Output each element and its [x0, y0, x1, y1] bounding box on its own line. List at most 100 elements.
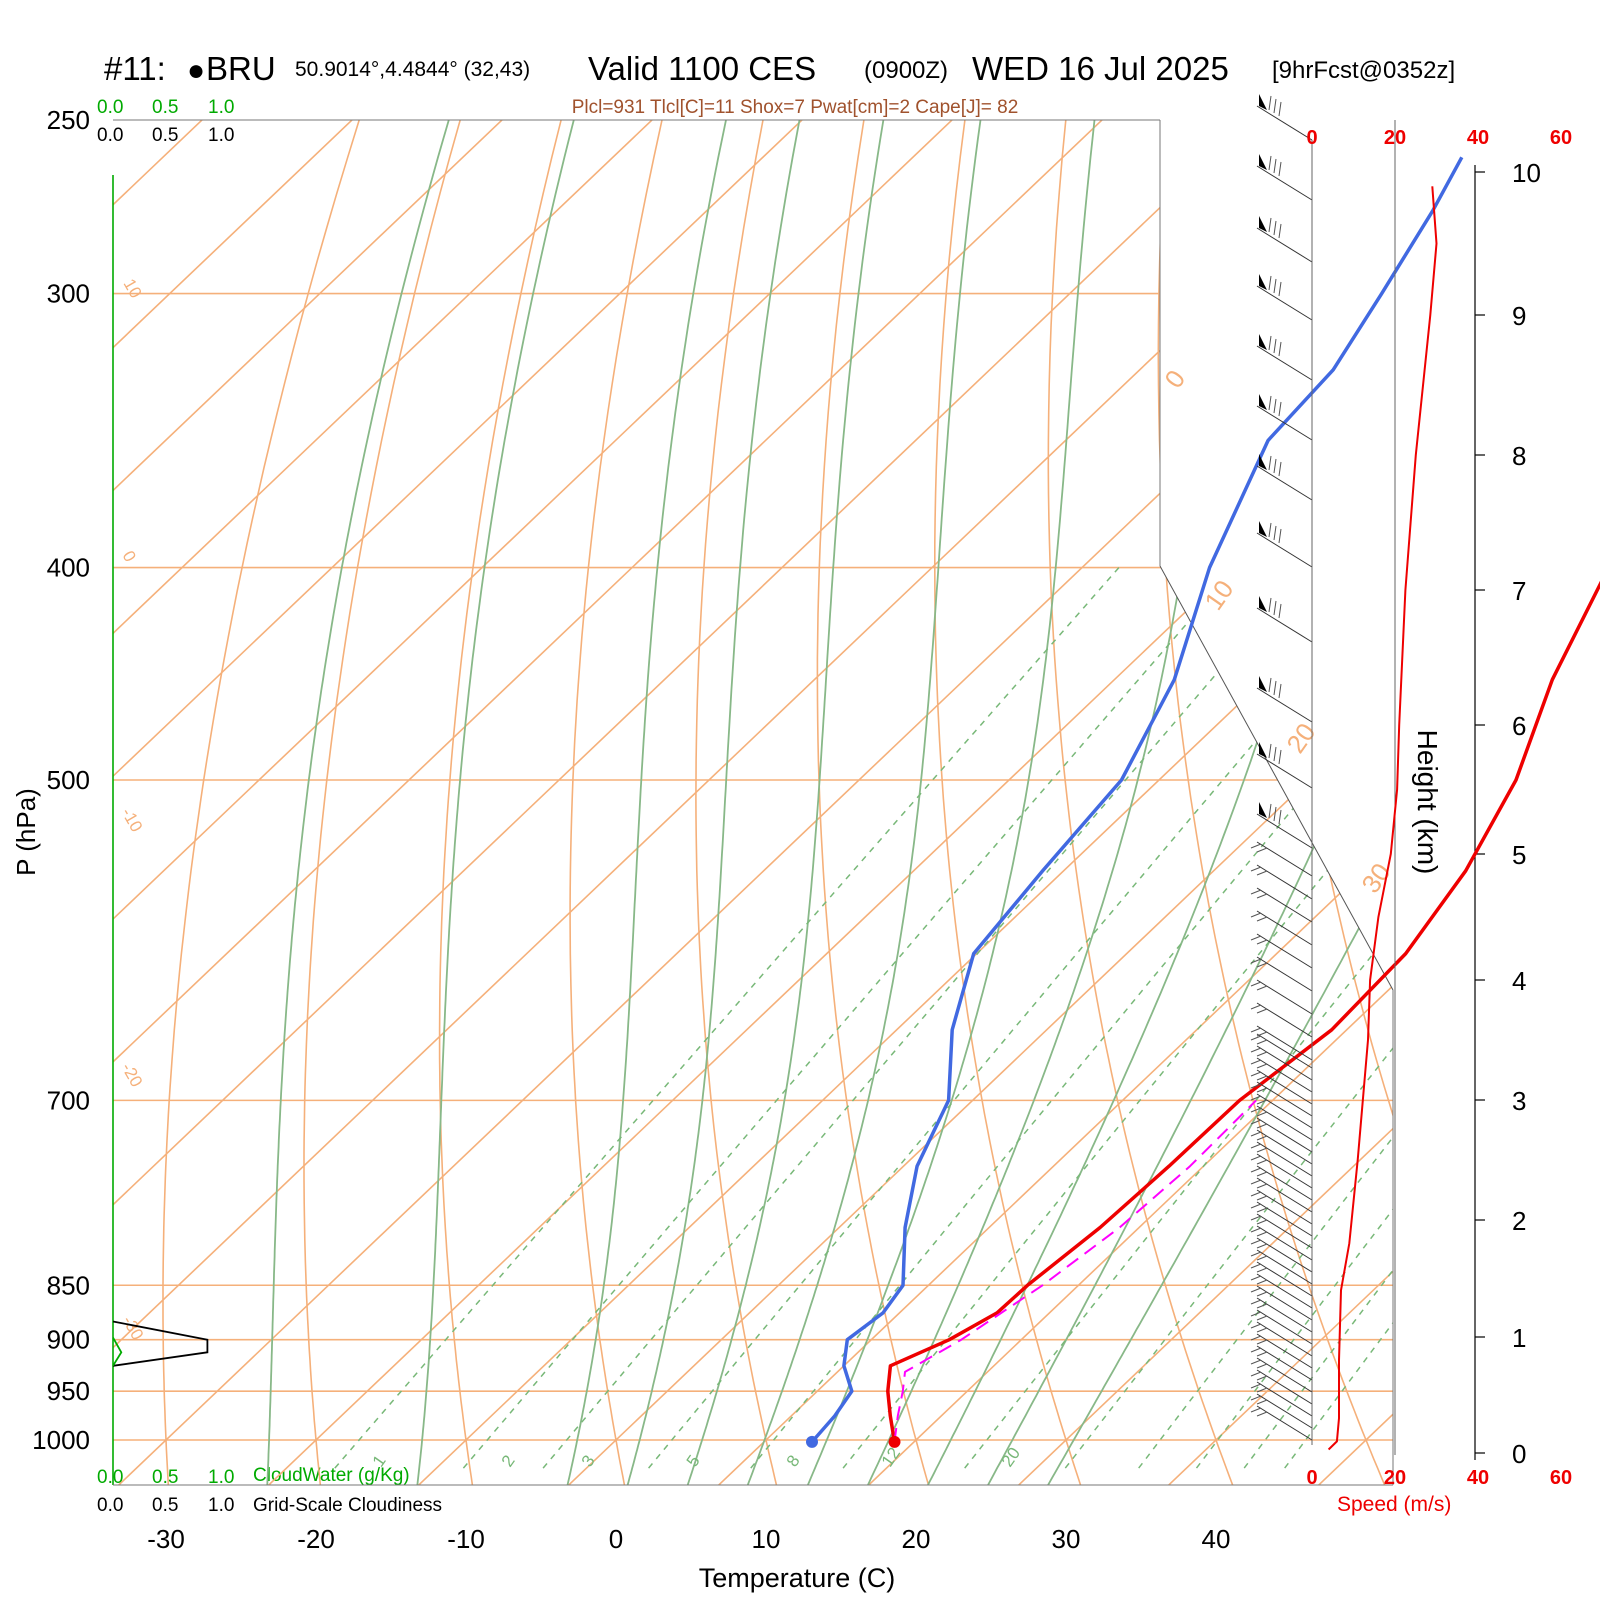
wind-barb-feather	[1250, 1311, 1262, 1317]
dry-adiabat-line	[1157, 120, 1387, 1485]
wind-barb-feather	[1250, 1179, 1262, 1185]
wind-barb-feather	[1250, 1323, 1262, 1329]
wind-barb-feather	[1268, 217, 1272, 233]
wind-barb-feather	[1256, 870, 1268, 876]
wind-barb-feather	[1273, 158, 1277, 174]
pressure-tick-label: 700	[47, 1085, 90, 1115]
wind-barb-staff	[1256, 1237, 1313, 1273]
wind-barb-staff	[1256, 227, 1313, 263]
wind-barb-staff	[1256, 956, 1313, 992]
wind-barb-feather	[1250, 1215, 1262, 1221]
wind-barb-staff	[1256, 1117, 1313, 1153]
wind-barb-staff	[1256, 1405, 1313, 1441]
wind-barb-feather	[1273, 398, 1277, 414]
wind-barb-feather	[1256, 962, 1268, 968]
wind-barb-feather	[1250, 866, 1262, 872]
mixing-ratio-label: 20	[998, 1444, 1024, 1470]
wind-barb	[1250, 1002, 1313, 1038]
dry-adiabat-label: 10	[120, 276, 146, 302]
wind-barb	[1250, 1321, 1313, 1357]
pressure-tick-label: 1000	[32, 1425, 90, 1455]
stability-indices: Plcl=931 Tlcl[C]=11 Shox=7 Pwat[cm]=2 Ca…	[572, 97, 1019, 118]
wind-barb-feather	[1256, 985, 1268, 991]
temperature-tick-label: 10	[752, 1524, 781, 1554]
wind-barb-staff	[1256, 1357, 1313, 1393]
moist-adiabat-line	[1046, 120, 1393, 1485]
mixing-ratio-line	[750, 567, 1393, 1469]
wind-barb-flag	[1259, 216, 1267, 232]
wind-barb-staff	[1256, 1309, 1313, 1345]
dry-adiabat-label: 0	[1158, 364, 1191, 393]
wind-barb	[1250, 979, 1313, 1015]
wind-barb-feather	[1256, 1147, 1268, 1153]
wind-barb-feather	[1278, 749, 1282, 765]
wind-barb-feather	[1256, 1051, 1268, 1057]
isotherm-line	[113, 120, 844, 1485]
moist-adiabat-line	[416, 120, 585, 1485]
pressure-tick-label: 250	[47, 105, 90, 135]
wind-barb-feather	[1278, 101, 1282, 117]
wind-barb-feather	[1273, 600, 1277, 616]
valid-time: Valid 1100 CES	[588, 50, 816, 87]
wind-barb-feather	[1273, 806, 1277, 822]
wind-barb	[1256, 216, 1313, 263]
wind-barb-staff	[1256, 1225, 1313, 1261]
wind-barb	[1256, 94, 1313, 141]
forecast-info: [9hrFcst@0352z]	[1272, 57, 1455, 84]
isotherm-line	[113, 120, 694, 1485]
isotherm-line	[266, 120, 1393, 1485]
wind-barb-feather	[1250, 1155, 1262, 1161]
wind-barb-feather	[1250, 1335, 1262, 1341]
cloudiness-tick-top: 0.0	[97, 125, 123, 146]
wind-barb-feather	[1250, 1287, 1262, 1293]
wind-barb-feather	[1250, 1359, 1262, 1365]
wind-barb-feather	[1250, 889, 1262, 895]
height-tick-label: 9	[1512, 301, 1526, 331]
wind-barb-flag	[1259, 274, 1267, 290]
wind-barb-staff	[1256, 1057, 1313, 1093]
wind-barb	[1256, 334, 1313, 381]
wind-barb	[1256, 802, 1313, 849]
wind-barb-staff	[1256, 933, 1313, 969]
wind-barb	[1250, 1045, 1313, 1081]
wind-barb-staff	[1256, 1333, 1313, 1369]
wind-barb	[1250, 887, 1313, 923]
height-tick-label: 7	[1512, 576, 1526, 606]
wind-barb-feather	[1250, 1143, 1262, 1149]
height-tick-label: 8	[1512, 441, 1526, 471]
wind-barb	[1250, 1273, 1313, 1309]
wind-barb	[1250, 1261, 1313, 1297]
isotherm-line	[716, 120, 1393, 1485]
speed-tick-label-bottom: 60	[1550, 1467, 1572, 1489]
cloudiness-tick-bottom: 0.5	[152, 1495, 178, 1516]
isotherm-line	[1016, 120, 1393, 1485]
mixing-ratio-line	[334, 567, 1120, 1469]
station-name: BRU	[206, 50, 276, 87]
dry-adiabat-label: 0	[119, 548, 140, 566]
cloudwater-tick-top: 0.5	[152, 97, 178, 118]
temperature-tick-label: 40	[1202, 1524, 1231, 1554]
temperature-tick-label: 30	[1052, 1524, 1081, 1554]
wind-barb-feather	[1278, 341, 1282, 357]
wind-barb	[1256, 154, 1313, 201]
height-tick-label: 1	[1512, 1323, 1526, 1353]
isotherm-line	[566, 120, 1393, 1485]
wind-barb-feather	[1250, 1047, 1262, 1053]
cloudiness-tick-bottom: 0.0	[97, 1495, 123, 1516]
moist-adiabat-line	[746, 120, 987, 1485]
wind-barb	[1250, 1393, 1313, 1429]
wind-barb-feather	[1256, 1315, 1268, 1321]
wind-barb-staff	[1256, 1081, 1313, 1117]
wind-barb-staff	[1256, 1033, 1313, 1069]
mixing-ratio-label: 3	[578, 1452, 599, 1471]
wind-barb-staff	[1256, 1393, 1313, 1429]
wind-barb	[1250, 1357, 1313, 1393]
speed-tick-label-bottom: 0	[1306, 1467, 1317, 1489]
wind-barb-feather	[1256, 1039, 1268, 1045]
wind-barb	[1250, 1081, 1313, 1117]
mixing-ratio-line	[842, 567, 1393, 1469]
wind-barb-staff	[1256, 864, 1313, 900]
wind-barb-feather	[1273, 458, 1277, 474]
wind-barb-feather	[1250, 1191, 1262, 1197]
speed-tick-label-top: 0	[1306, 127, 1317, 149]
